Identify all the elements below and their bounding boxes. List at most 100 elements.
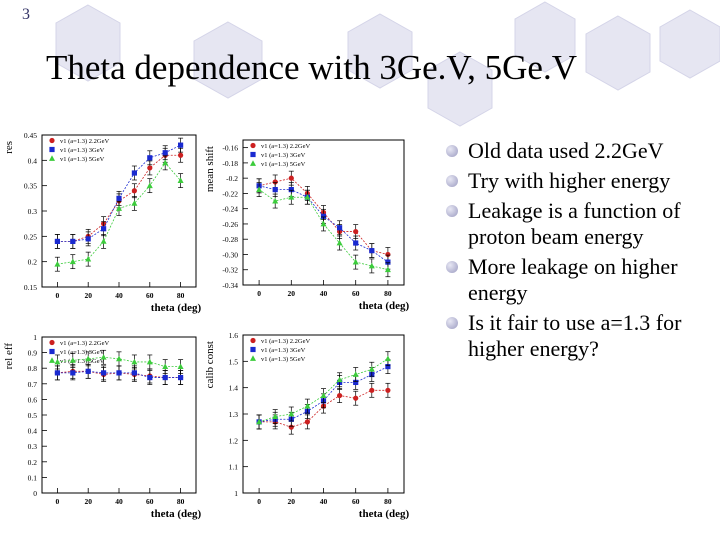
bullet-text: Leakage is a function of proton beam ene… [468,198,681,249]
y-tick-label: -0.28 [222,235,238,244]
data-point-blue [101,226,107,232]
data-point-green [272,413,279,420]
y-tick-label: 0.7 [28,380,38,389]
y-tick-label: -0.30 [222,250,238,259]
series-line-red [259,177,388,255]
y-tick-label: 0.45 [24,131,37,140]
x-tick-label: 20 [84,497,92,506]
legend-marker [250,355,256,361]
data-point-green [288,410,295,417]
data-point-green [131,358,138,365]
x-tick-label: 20 [84,291,92,300]
series-line-red [57,154,181,242]
data-point-blue [385,259,391,265]
y-tick-label: 1.1 [229,463,239,472]
x-tick-label: 60 [146,291,154,300]
legend-marker [250,160,256,166]
legend-label: v1 (a=1.3) 5GeV [60,358,105,365]
y-tick-label: 0.25 [24,232,37,241]
bullet-dot-icon [446,205,458,217]
hexagon-decoration [55,1,720,127]
y-tick-label: 1.5 [229,357,239,366]
y-tick-label: 0.4 [28,156,38,165]
x-tick-label: 80 [384,289,392,298]
data-point-blue [320,213,327,219]
x-axis-label: theta (deg) [359,508,410,520]
data-point-blue [288,187,294,193]
legend-label: v1 (a=1.3) 5GeV [261,161,306,168]
data-point-blue [178,142,184,148]
data-point-green [177,177,184,183]
bullet-dot-icon [446,261,458,273]
data-point-green [54,261,61,267]
data-point-green [256,418,263,425]
data-point-blue [353,379,359,385]
x-tick-label: 60 [352,497,360,506]
legend-label: v1 (a=1.3) 2.2GeV [60,138,109,145]
data-point-blue [116,370,122,376]
y-tick-label: 0.5 [28,411,38,420]
bullet-list: Old data used 2.2GeV Try with higher ene… [446,138,716,366]
bullet-item: More leakage on higher energy [446,254,716,306]
data-point-red [288,424,294,430]
page-number: 3 [22,6,30,23]
x-tick-label: 0 [56,291,60,300]
y-tick-label: -0.2 [226,174,238,183]
y-tick-label: 0.4 [28,427,38,436]
data-point-green [320,220,327,227]
data-point-green [85,255,92,262]
legend-label: v1 (a=1.3) 3GeV [60,147,105,154]
x-tick-label: 20 [288,289,296,298]
bullet-text: Try with higher energy [468,168,671,193]
bullet-item: Old data used 2.2GeV [446,138,716,164]
data-point-green [352,258,359,265]
data-point-green [336,239,343,246]
data-point-blue [147,155,153,161]
data-point-red [272,179,278,185]
data-point-green [100,238,107,244]
data-point-green [352,371,359,377]
y-tick-label: 1 [234,489,238,498]
series-line-red [57,370,181,378]
data-point-green [54,358,61,365]
data-point-green [146,358,153,365]
legend-label: v1 (a=1.3) 3GeV [261,347,306,354]
data-point-green [100,354,107,360]
y-tick-label: 0.8 [28,364,38,373]
x-tick-label: 80 [384,497,392,506]
x-axis-label: theta (deg) [151,302,202,314]
data-point-blue [162,150,168,156]
data-point-green [384,266,391,273]
data-point-green [85,355,92,362]
data-point-blue [385,364,391,370]
data-point-blue [70,238,76,244]
legend-marker [49,348,55,355]
data-point-blue [54,370,60,376]
x-tick-label: 40 [320,497,328,506]
data-point-green [304,194,311,200]
data-point-green [384,355,391,362]
y-tick-label: 0.3 [28,207,38,216]
bullet-item: Leakage is a function of proton beam ene… [446,198,716,250]
data-point-blue [131,170,137,176]
chart-panel-3: 0 0.1 0.2 0.3 0.4 0.5 0.6 0.7 0.8 0.9 1 0 20 40 60 80 th… [3,333,202,520]
legend-label: v1 (a=1.3) 3GeV [60,349,105,356]
legend-label: v1 (a=1.3) 2.2GeV [261,338,310,345]
data-point-blue [131,370,137,376]
bullet-item: Try with higher energy [446,168,716,194]
plot-grid: 0.15 0.2 0.25 0.3 0.35 0.4 0.45 0 20 40 60 80 theta … [3,131,410,520]
y-tick-label: 1.2 [229,436,239,445]
data-point-green [336,376,343,383]
y-axis-label: mean shift [204,146,216,192]
data-point-green [69,258,76,265]
data-point-green [116,355,122,362]
x-tick-label: 40 [115,497,123,506]
y-tick-label: -0.24 [222,205,238,214]
x-tick-label: 80 [177,497,185,506]
y-tick-label: 0.3 [28,442,38,451]
data-point-blue [178,374,184,381]
data-point-red [353,228,359,235]
legend-marker [250,346,256,353]
slide-title: Theta dependence with 3Ge.V, 5Ge.V [46,48,577,87]
y-tick-label: -0.34 [222,281,238,290]
